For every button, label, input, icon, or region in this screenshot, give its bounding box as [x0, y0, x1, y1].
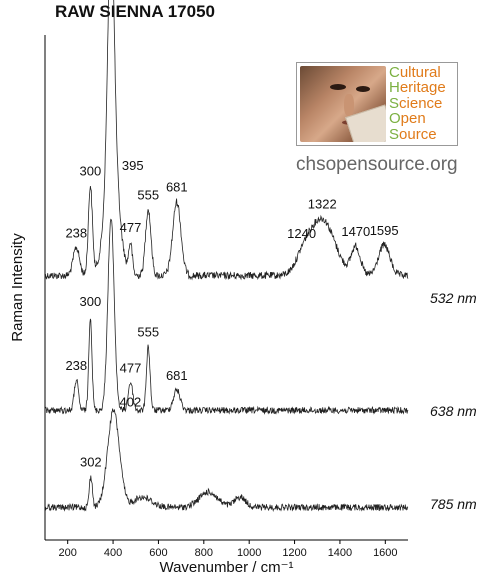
chs-logo[interactable]: Cultural Heritage Science Open Source ch… — [296, 62, 458, 188]
spectrum-line-1 — [44, 218, 409, 415]
peak-label: 300 — [80, 294, 102, 309]
logo-line-cultural: Cultural — [389, 64, 441, 81]
peak-label: 1240 — [287, 226, 316, 241]
peak-label: 1595 — [370, 223, 399, 238]
portrait-image — [300, 66, 386, 142]
peak-label: 402 — [120, 394, 142, 409]
peak-label: 477 — [120, 360, 142, 375]
logo-line-science: Science — [389, 94, 443, 112]
y-axis-label: Raman Intensity — [9, 233, 26, 342]
series-label-2: 785 nm — [430, 496, 477, 512]
logo-line-source: Source — [389, 125, 437, 143]
x-tick-label: 600 — [149, 547, 167, 559]
peak-label: 681 — [166, 180, 188, 195]
peak-label: 238 — [65, 226, 87, 241]
peak-label: 477 — [120, 220, 142, 235]
peak-label: 395 — [122, 158, 144, 173]
x-tick-label: 1000 — [237, 547, 261, 559]
logo-frame: Cultural Heritage Science Open Source — [296, 62, 458, 146]
x-tick-label: 200 — [59, 547, 77, 559]
x-tick-label: 1600 — [373, 547, 397, 559]
series-label-1: 638 nm — [430, 403, 477, 419]
x-axis-label: Wavenumber / cm⁻¹ — [159, 559, 293, 576]
chart-title: RAW SIENNA 17050 — [55, 2, 215, 21]
logo-line-heritage: Heritage — [389, 79, 446, 97]
peak-label: 555 — [137, 187, 159, 202]
series-label-0: 532 nm — [430, 290, 477, 306]
logo-url[interactable]: chsopensource.org — [296, 154, 458, 175]
x-tick-label: 1200 — [282, 547, 306, 559]
spectrum-line-2 — [44, 408, 409, 512]
spectrum-line-0 — [44, 0, 409, 281]
peak-label: 1322 — [308, 197, 337, 212]
x-tick-label: 800 — [195, 547, 213, 559]
peak-label: 681 — [166, 368, 188, 383]
logo-line-open: Open — [389, 110, 426, 128]
peak-label: 555 — [137, 325, 159, 340]
logo-words: Cultural Heritage Science Open Source — [389, 65, 446, 142]
x-tick-label: 400 — [104, 547, 122, 559]
peak-label: 1470 — [341, 224, 370, 239]
peak-label: 302 — [80, 455, 102, 470]
x-tick-label: 1400 — [328, 547, 352, 559]
peak-label: 300 — [80, 164, 102, 179]
peak-label: 238 — [65, 358, 87, 373]
